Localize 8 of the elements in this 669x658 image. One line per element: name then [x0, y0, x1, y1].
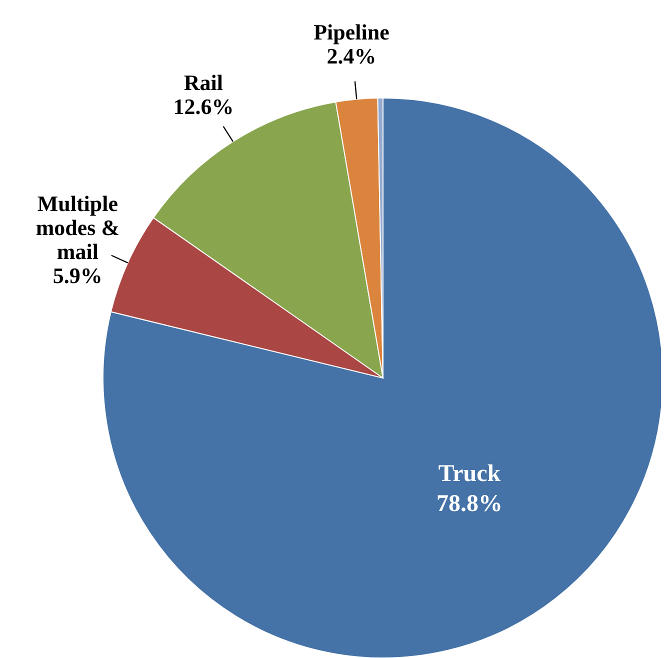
slice-label: Pipeline	[314, 19, 390, 44]
data-label: 2.4%	[326, 43, 376, 68]
data-label: 12.6%	[173, 94, 234, 120]
data-label: 5.9%	[52, 263, 102, 288]
slice-label: Truck	[438, 461, 502, 488]
slice-label: Rail	[184, 70, 224, 96]
slice-label: Multiple modes & mail	[36, 191, 120, 264]
data-label: 78.8%	[436, 491, 502, 518]
